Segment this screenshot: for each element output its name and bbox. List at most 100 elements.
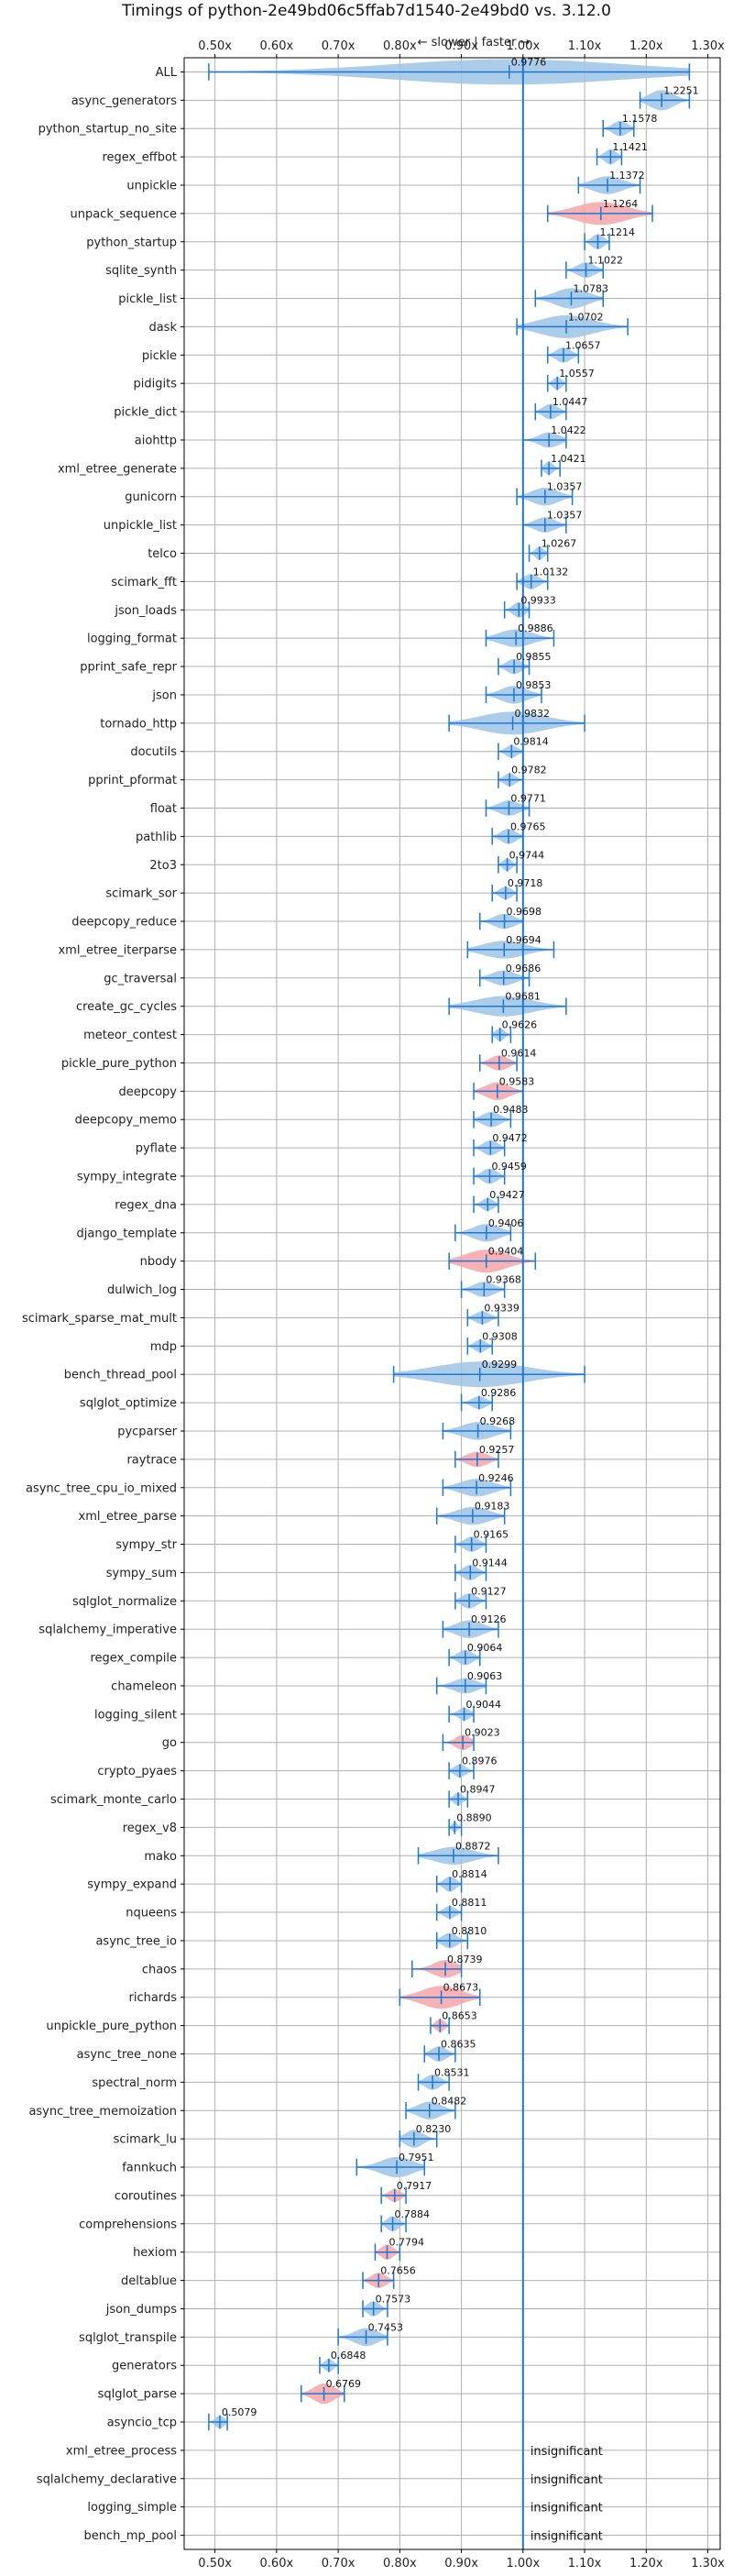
category-label: regex_dna [115,1198,177,1212]
value-label: 0.8947 [460,1784,496,1796]
value-label: 0.9427 [489,1189,525,1201]
value-label: 0.8482 [432,2095,467,2107]
x-tick-label-bottom: 1.00x [507,2557,541,2570]
category-label: docutils [130,745,177,759]
category-label: generators [112,2360,177,2373]
category-label: pathlib [136,831,177,844]
value-label: 0.9583 [499,1075,535,1087]
value-label: 0.8890 [456,1811,492,1823]
category-label: dask [148,321,177,335]
value-label: 0.9246 [478,1472,514,1484]
category-label: json [151,688,177,702]
category-label: meteor_contest [83,1029,177,1042]
category-label: deepcopy [118,1085,177,1099]
category-label: xml_etree_process [66,2444,177,2458]
value-label: 0.9063 [467,1670,502,1682]
category-label: logging_format [87,633,177,646]
category-label: nqueens [126,1907,177,1921]
value-label: 0.7951 [399,2152,434,2163]
category-label: deltablue [121,2274,177,2288]
category-label: bench_mp_pool [83,2529,177,2543]
category-label: go [162,1736,177,1750]
category-label: nbody [140,1255,178,1269]
slower-faster-annotation: ← slower | faster → [418,36,531,50]
category-label: scimark_sparse_mat_mult [22,1312,177,1326]
x-tick-label-bottom: 0.60x [260,2557,294,2570]
category-label: logging_simple [87,2501,177,2515]
x-tick-label-top: 1.30x [691,39,725,53]
x-tick-label-top: 1.10x [568,39,602,53]
category-label: aiohttp [135,434,177,447]
value-label: 0.8976 [462,1756,498,1767]
category-label: python_startup_no_site [38,123,177,137]
value-label: 0.9339 [484,1302,520,1314]
value-label: 1.0447 [552,396,588,408]
value-label: 0.9744 [509,849,545,861]
value-label: 0.8531 [434,2066,470,2078]
value-label: 1.0557 [559,368,595,380]
category-label: sqlalchemy_imperative [38,1624,177,1637]
category-label: sqlglot_optimize [80,1397,177,1411]
category-label: chameleon [111,1679,177,1693]
category-label: pyflate [136,1142,177,1156]
category-label: float [150,802,177,816]
value-label: 0.9694 [506,934,542,946]
x-tick-label-top: 0.90x [444,39,478,53]
value-label: 0.6769 [326,2378,362,2390]
category-label: xml_etree_generate [58,462,177,476]
category-label: dulwich_log [107,1283,177,1297]
value-label: 0.8814 [452,1868,487,1880]
category-label: pickle_dict [114,406,177,420]
category-label: coroutines [115,2189,177,2203]
category-label: gc_traversal [104,972,177,985]
category-label: richards [129,1991,178,2005]
value-label: 0.9782 [511,765,547,776]
value-label: 0.8653 [442,2010,476,2022]
value-label: 0.8810 [452,1925,487,1937]
value-label: 1.1421 [612,141,648,153]
category-label: fannkuch [122,2162,177,2175]
category-label: scimark_lu [114,2133,177,2147]
category-label: xml_etree_iterparse [58,943,177,957]
chart-title: Timings of python-2e49bd06c5ffab7d1540-2… [121,2,611,20]
value-label: 0.9832 [515,708,551,720]
category-label: pycparser [117,1425,177,1438]
category-label: pickle [142,349,177,363]
value-label: 0.9614 [501,1047,537,1059]
category-label: gunicorn [125,490,177,504]
category-label: python_startup [86,236,177,249]
value-label: 0.9814 [513,736,549,748]
category-label: unpickle_list [104,519,177,533]
value-label: 0.7917 [397,2180,432,2192]
value-label: 0.9127 [471,1585,507,1597]
value-label: 0.6848 [331,2350,366,2361]
x-tick-label-top: 0.70x [322,39,356,53]
value-label: 1.0422 [551,424,586,436]
value-label: 0.5079 [222,2406,257,2418]
violin-layer [208,58,691,2549]
x-tick-label-bottom: 0.70x [322,2557,356,2570]
value-label: 1.1578 [622,113,658,125]
category-label: pprint_pformat [88,774,177,787]
value-label: 0.8230 [416,2123,452,2135]
category-label: sqlglot_normalize [72,1595,177,1609]
value-label: 1.1264 [603,198,639,210]
category-label: pickle_pure_python [61,1057,177,1071]
value-label: 1.0357 [547,481,583,493]
value-label: 0.9165 [474,1529,509,1541]
value-label: 0.9126 [471,1613,507,1625]
value-label: 0.9308 [482,1330,518,1342]
category-label: unpack_sequence [70,207,177,221]
category-label: sympy_integrate [77,1171,177,1184]
value-label: 0.7453 [368,2321,404,2333]
x-tick-label-top: 0.60x [260,39,294,53]
x-tick-label-bottom: 1.30x [691,2557,725,2570]
value-label: 0.7573 [376,2293,411,2305]
category-label: json_loads [114,604,177,618]
category-label: telco [148,547,177,561]
category-label: json_dumps [105,2303,177,2317]
value-label: 0.9886 [518,622,553,634]
value-label: 0.9472 [492,1132,528,1144]
category-label: create_gc_cycles [76,1000,177,1014]
value-label: 0.8872 [455,1840,491,1852]
